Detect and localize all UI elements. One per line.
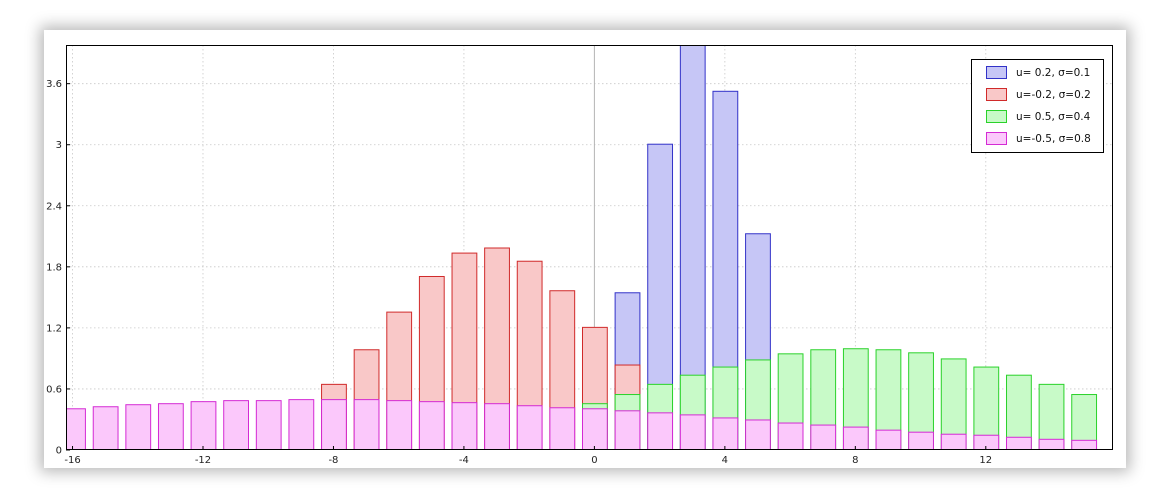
x-tick-label: -8: [328, 455, 338, 466]
x-tick-label: -4: [459, 455, 469, 466]
legend-swatch: [986, 88, 1007, 101]
y-tick-label: 3.6: [46, 79, 62, 90]
x-tick-label: 8: [852, 455, 858, 466]
series-4: [66, 399, 1098, 450]
y-axis: 0 0.6 1.2 1.8 2.4 3 3.6: [46, 79, 70, 457]
bar: [647, 412, 674, 450]
legend-label: u=-0.2, σ=0.2: [1016, 89, 1091, 101]
y-tick-label: 0: [56, 446, 62, 457]
bar: [66, 408, 86, 450]
bar: [321, 399, 347, 450]
x-axis: -16 -12 -8 -4 0 4 8 12: [64, 446, 992, 466]
bar: [777, 422, 804, 450]
bar: [353, 399, 380, 450]
y-tick-label: 0.6: [46, 384, 62, 395]
bar: [418, 401, 445, 450]
bar: [973, 434, 1000, 450]
bar: [712, 417, 739, 450]
bar: [451, 402, 478, 450]
bar: [875, 429, 902, 450]
plot-frame: [66, 45, 1113, 450]
y-tick-label: 1.8: [46, 262, 62, 273]
bar: [516, 405, 543, 450]
legend-label: u= 0.2, σ=0.1: [1016, 67, 1090, 79]
y-tick-label: 3: [56, 140, 62, 151]
bar: [386, 400, 413, 450]
bar: [810, 424, 837, 450]
bar: [288, 399, 315, 450]
bar: [1038, 438, 1065, 450]
x-tick-label: -12: [195, 455, 211, 466]
bar: [223, 400, 250, 450]
x-tick-label: 12: [979, 455, 992, 466]
bar: [549, 407, 576, 450]
bar: [940, 433, 967, 450]
bar: [581, 408, 608, 450]
legend-label: u= 0.5, σ=0.4: [1016, 111, 1091, 123]
legend-swatch: [986, 66, 1007, 79]
bar: [745, 419, 771, 450]
legend-swatch: [986, 132, 1007, 145]
y-tick-label: 1.2: [46, 323, 62, 334]
bar: [157, 403, 184, 450]
bars: [66, 45, 1098, 450]
bar: [1006, 436, 1032, 450]
bar: [255, 400, 282, 450]
bar: [92, 406, 119, 450]
legend-swatch: [986, 110, 1007, 123]
x-tick-label: -16: [64, 455, 80, 466]
bar: [190, 401, 217, 450]
y-tick-label: 2.4: [46, 201, 62, 212]
bar: [614, 410, 641, 450]
bar: [679, 414, 706, 450]
plot-border: [66, 45, 1113, 450]
bar: [908, 431, 934, 450]
bar: [125, 404, 152, 450]
bar: [842, 426, 869, 450]
x-tick-label: 4: [722, 455, 728, 466]
bar: [1071, 439, 1098, 450]
legend-label: u=-0.5, σ=0.8: [1016, 133, 1091, 145]
x-tick-label: 0: [591, 455, 597, 466]
histogram-chart: -16 -12 -8 -4 0 4 8 12 0 0.6 1.2 1.8 2.4 3 3.6 u= 0.2…: [46, 45, 1113, 466]
plot-window: -16 -12 -8 -4 0 4 8 12 0 0.6 1.2 1.8 2.4 3 3.6 u= 0.2…: [44, 30, 1126, 468]
bar: [484, 403, 510, 450]
legend: u= 0.2, σ=0.1 u=-0.2, σ=0.2 u= 0.5, σ=0.4 u…: [971, 59, 1104, 153]
